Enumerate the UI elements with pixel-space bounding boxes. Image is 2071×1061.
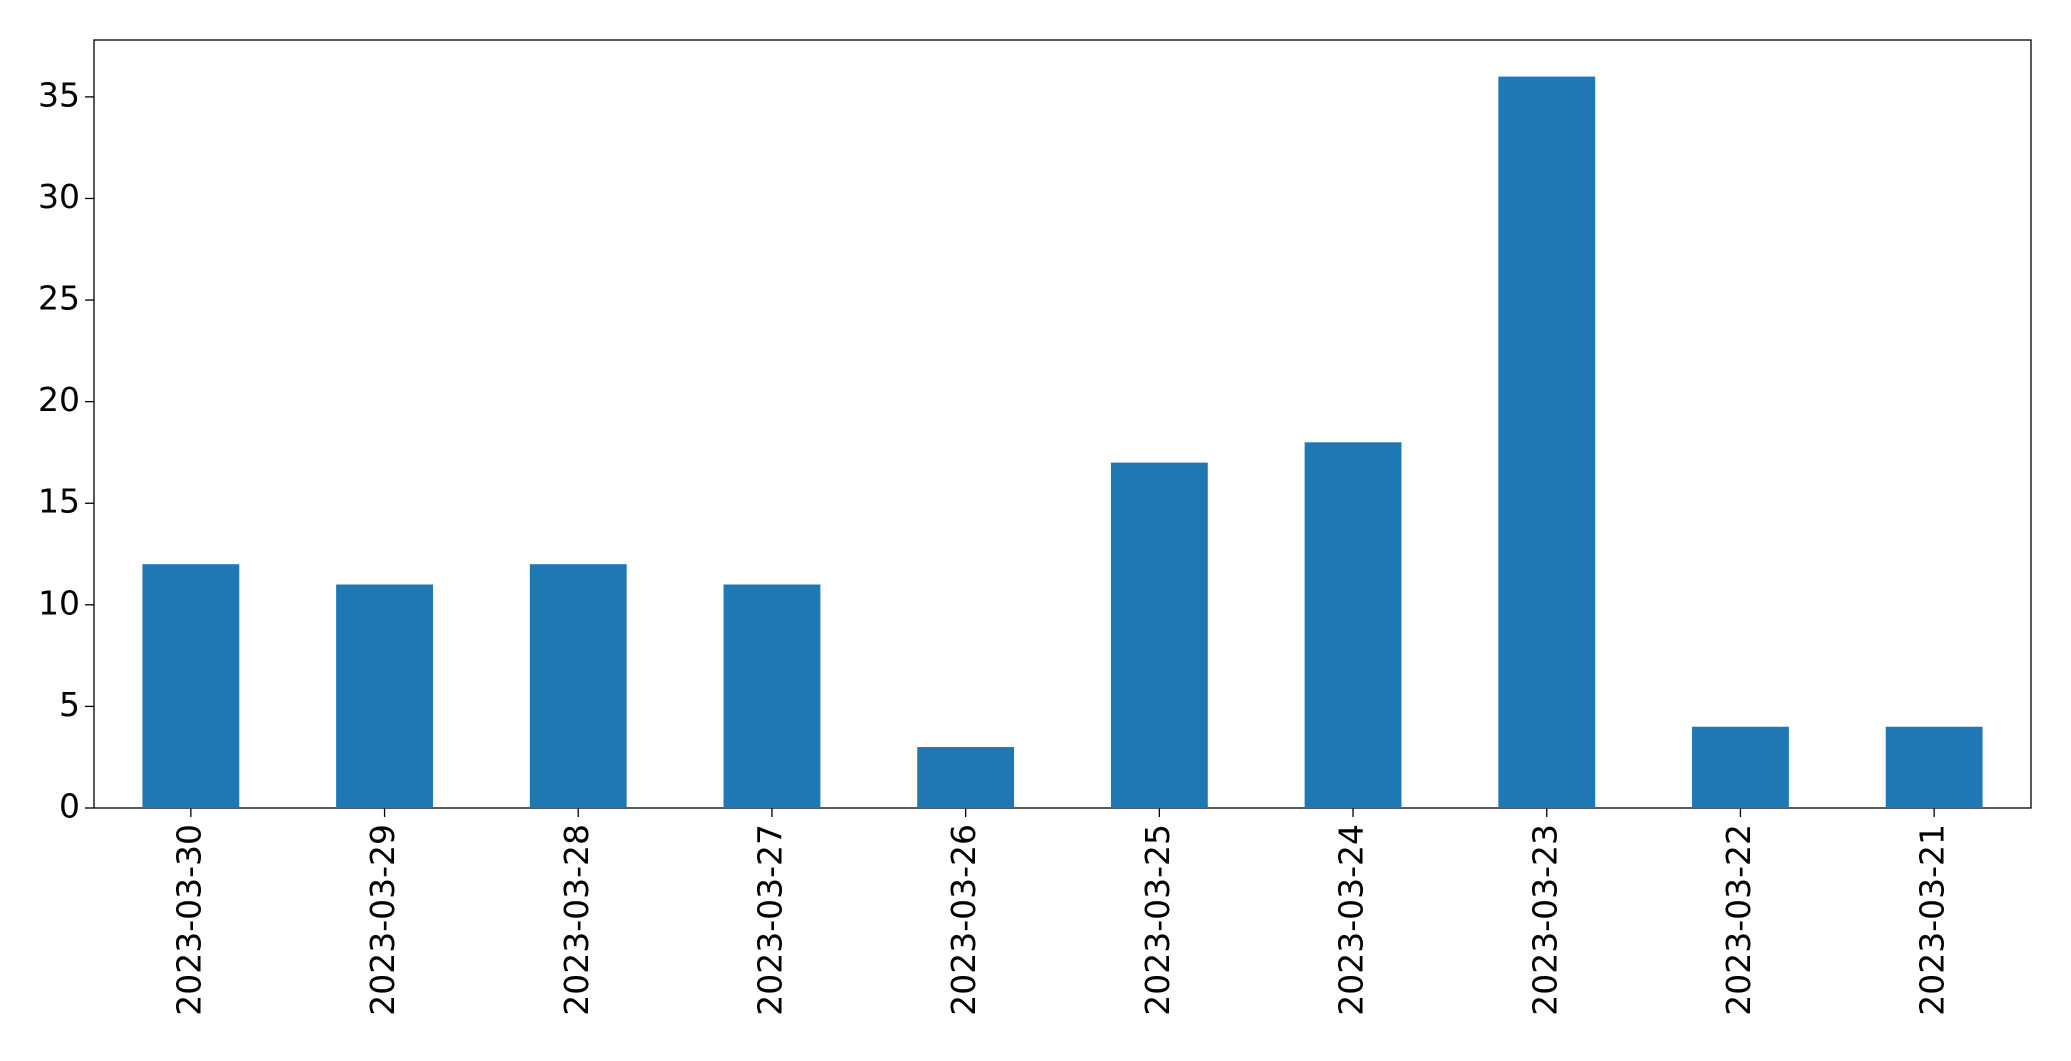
y-tick-label: 20 [38, 380, 80, 419]
bar [142, 564, 240, 808]
y-tick-label: 35 [38, 75, 80, 114]
bar [336, 584, 433, 808]
bar [917, 747, 1015, 808]
x-tick-label: 2023-03-23 [1525, 824, 1564, 1016]
y-tick-label: 25 [38, 279, 80, 318]
x-tick-label: 2023-03-28 [557, 824, 596, 1016]
x-tick-label: 2023-03-22 [1719, 824, 1758, 1016]
plot-frame [93, 39, 2032, 809]
x-tick-label: 2023-03-27 [750, 824, 789, 1016]
y-tick-label: 5 [59, 685, 80, 724]
x-tick-label: 2023-03-26 [944, 824, 983, 1016]
y-tick-label: 30 [38, 177, 80, 216]
bar [723, 584, 821, 808]
y-tick-label: 0 [59, 787, 80, 826]
bar [1110, 462, 1208, 808]
bar [1885, 726, 1983, 808]
bar [1498, 76, 1596, 809]
bar [529, 564, 627, 808]
y-tick-label: 10 [38, 583, 80, 622]
x-tick-label: 2023-03-29 [363, 824, 402, 1016]
x-tick-label: 2023-03-30 [169, 824, 208, 1016]
x-tick-label: 2023-03-25 [1138, 824, 1177, 1016]
bar [1304, 442, 1402, 808]
x-tick-label: 2023-03-24 [1332, 824, 1371, 1016]
bar [1692, 726, 1789, 808]
y-tick-label: 15 [38, 482, 80, 521]
x-tick-label: 2023-03-21 [1913, 824, 1952, 1016]
